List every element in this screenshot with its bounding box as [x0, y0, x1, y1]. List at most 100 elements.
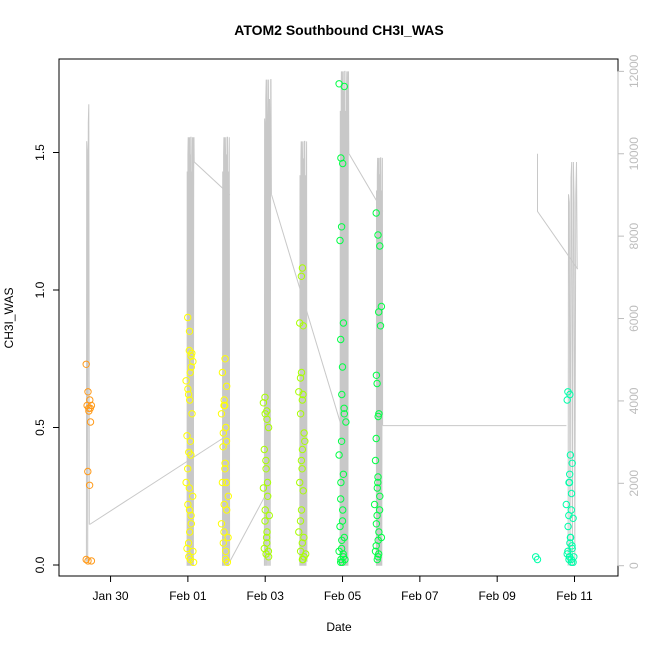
- data-point: [338, 390, 346, 399]
- data-point: [217, 410, 226, 418]
- data-point: [298, 465, 306, 473]
- y-axis-label: CH3I_WAS: [2, 288, 16, 349]
- altitude-transit-line: [271, 194, 343, 430]
- data-point: [260, 445, 268, 454]
- data-point: [217, 520, 226, 528]
- data-point: [218, 368, 227, 377]
- data-point: [297, 456, 306, 465]
- data-point: [565, 478, 574, 487]
- data-point: [184, 539, 193, 547]
- data-point: [259, 484, 268, 492]
- data-point: [372, 434, 380, 443]
- data-point: [370, 500, 379, 509]
- data-point: [186, 437, 195, 445]
- altitude-flight-line: [299, 140, 308, 566]
- data-point: [297, 272, 306, 280]
- data-point: [570, 553, 578, 561]
- data-point: [373, 379, 381, 388]
- data-point: [568, 544, 576, 553]
- data-point: [264, 492, 272, 500]
- data-point: [569, 514, 577, 522]
- data-point: [84, 557, 92, 565]
- data-point: [340, 533, 348, 542]
- y-tick-label: 1.5: [33, 144, 47, 161]
- data-point: [224, 533, 232, 542]
- data-point: [184, 313, 192, 322]
- data-point: [533, 555, 542, 564]
- data-point: [567, 489, 576, 498]
- data-point: [264, 553, 273, 561]
- data-point: [187, 451, 195, 459]
- data-point: [336, 236, 344, 245]
- x-tick-label: Feb 05: [324, 589, 362, 603]
- data-point: [375, 308, 383, 316]
- data-point: [186, 368, 194, 377]
- data-point: [188, 410, 196, 418]
- altitude-flight-line: [186, 136, 195, 566]
- data-point: [377, 533, 386, 542]
- data-point: [376, 242, 384, 250]
- data-point: [82, 555, 90, 564]
- data-point: [259, 399, 268, 407]
- data-point: [221, 401, 229, 410]
- data-point: [301, 437, 309, 445]
- data-point: [184, 385, 192, 393]
- data-point: [375, 410, 383, 418]
- data-point: [295, 528, 303, 536]
- data-point: [337, 335, 345, 344]
- data-point: [223, 506, 231, 514]
- data-point: [564, 388, 572, 396]
- data-point: [342, 418, 350, 426]
- data-point: [298, 445, 307, 454]
- altitude-flight-line: [85, 104, 90, 562]
- data-point: [374, 473, 382, 481]
- data-point: [567, 506, 575, 514]
- data-point: [340, 410, 348, 418]
- altitude-flight-line: [375, 157, 384, 566]
- altitude-transit-line: [348, 153, 384, 212]
- data-point: [566, 533, 575, 542]
- x-tick-label: Feb 09: [478, 589, 516, 603]
- data-point: [340, 404, 348, 412]
- x-tick-label: Feb 11: [556, 589, 593, 603]
- data-point: [218, 478, 227, 487]
- data-point: [222, 547, 230, 555]
- data-point: [261, 517, 269, 525]
- data-point: [338, 558, 346, 566]
- data-point: [337, 478, 345, 487]
- data-point: [566, 451, 575, 459]
- data-point: [372, 209, 380, 217]
- data-point: [261, 506, 269, 514]
- data-point: [183, 432, 191, 440]
- altitude-flight-line: [339, 70, 350, 566]
- data-point: [82, 360, 90, 368]
- data-point: [84, 467, 92, 476]
- data-point: [221, 355, 229, 363]
- data-point: [568, 459, 576, 467]
- data-point: [189, 357, 197, 366]
- data-point: [563, 396, 571, 404]
- data-point: [262, 465, 270, 473]
- data-point: [299, 555, 307, 564]
- data-point: [376, 322, 385, 330]
- data-point: [264, 547, 273, 555]
- data-point: [263, 528, 271, 536]
- data-point: [188, 349, 196, 357]
- data-point: [374, 553, 382, 561]
- y2-axis: 0 2000 4000 6000 8000 10000 12000: [617, 54, 641, 569]
- data-point: [265, 511, 273, 520]
- data-point: [568, 542, 576, 550]
- data-point: [186, 528, 194, 536]
- data-point: [219, 539, 228, 547]
- data-point: [374, 231, 382, 239]
- data-point: [263, 539, 271, 547]
- data-point: [297, 368, 306, 377]
- data-point: [299, 487, 307, 495]
- data-point: [223, 558, 232, 566]
- data-point: [185, 506, 194, 514]
- chart-title: ATOM2 Southbound CH3I_WAS: [234, 22, 443, 38]
- data-point: [339, 319, 348, 327]
- data-point: [263, 478, 272, 487]
